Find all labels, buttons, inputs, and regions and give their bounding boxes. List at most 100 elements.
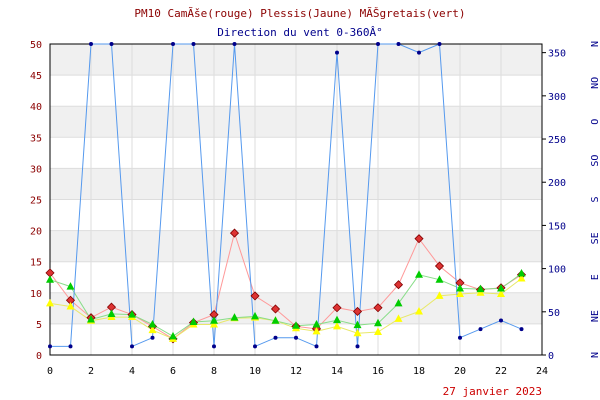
series-3-point bbox=[273, 335, 278, 340]
y-left-tick-label: 5 bbox=[36, 320, 42, 331]
series-2-point bbox=[333, 315, 341, 324]
direction-label: SE bbox=[590, 232, 600, 244]
series-2-point bbox=[251, 311, 259, 320]
series-2-point bbox=[456, 283, 464, 292]
y-right-tick-label: 150 bbox=[548, 221, 566, 232]
series-2-point bbox=[435, 275, 444, 283]
y-left-tick-label: 30 bbox=[30, 164, 42, 175]
direction-label: N bbox=[590, 352, 600, 358]
y-left-tick-label: 20 bbox=[30, 227, 42, 238]
x-tick-label: 20 bbox=[454, 366, 466, 377]
series-2-point bbox=[292, 321, 300, 329]
series-3-point bbox=[109, 42, 114, 46]
series-0-point bbox=[393, 280, 404, 290]
series-3-point bbox=[519, 327, 524, 332]
series-2-point bbox=[87, 315, 95, 323]
series-0-point bbox=[332, 303, 342, 313]
chart-title: PM10 CamÃše(rouge) Plessis(Jaune) MÃŠgre… bbox=[134, 7, 465, 20]
y-left-tick-label: 40 bbox=[30, 102, 42, 113]
series-1-point bbox=[415, 306, 423, 315]
direction-label: E bbox=[590, 274, 600, 280]
series-3-point bbox=[130, 344, 134, 349]
series-0-point bbox=[250, 291, 260, 301]
series-2-point bbox=[66, 282, 75, 290]
y-left-tick-label: 10 bbox=[30, 289, 42, 300]
series-markers bbox=[45, 42, 527, 349]
y-left-tick-label: 0 bbox=[36, 351, 42, 362]
x-tick-label: 2 bbox=[88, 366, 94, 377]
y-right-tick-label: 250 bbox=[548, 135, 566, 146]
series-2-point bbox=[210, 316, 218, 324]
series-1-point bbox=[46, 298, 54, 307]
direction-label: NE bbox=[590, 310, 600, 322]
series-2-point bbox=[353, 320, 362, 329]
direction-label: NO bbox=[590, 77, 600, 89]
chart-subtitle: Direction du vent 0-360Â° bbox=[217, 26, 383, 39]
series-2-point bbox=[497, 283, 505, 292]
series-3-line bbox=[50, 43, 522, 348]
series-2-point bbox=[128, 310, 136, 318]
series-3-point bbox=[253, 344, 257, 349]
series-0-line bbox=[49, 231, 522, 340]
series-3-point bbox=[499, 318, 503, 323]
x-tick-label: 12 bbox=[290, 366, 302, 377]
series-3-point bbox=[437, 42, 442, 46]
x-tick-label: 18 bbox=[413, 366, 425, 377]
series-3-point bbox=[376, 42, 380, 46]
x-tick-label: 16 bbox=[372, 366, 384, 377]
series-2-point bbox=[517, 269, 526, 277]
series-1-point bbox=[497, 289, 505, 298]
y-right-tick-label: 100 bbox=[548, 265, 566, 276]
series-3-point bbox=[355, 344, 360, 349]
series-3-point bbox=[171, 42, 175, 46]
y-left-tick-label: 15 bbox=[30, 258, 42, 269]
series-2-point bbox=[476, 284, 485, 293]
series-3-point bbox=[212, 344, 216, 349]
x-tick-label: 8 bbox=[211, 366, 217, 377]
x-tick-label: 10 bbox=[249, 366, 261, 377]
y-right-tick-label: 200 bbox=[548, 178, 566, 189]
series-2-point bbox=[46, 275, 54, 283]
series-0-point bbox=[373, 303, 383, 313]
series-3-point bbox=[89, 42, 93, 46]
plot-frame bbox=[49, 43, 543, 356]
series-2-point bbox=[230, 313, 239, 321]
y-left-tick-label: 35 bbox=[30, 133, 42, 144]
direction-label: N bbox=[590, 41, 600, 47]
series-2-point bbox=[189, 317, 198, 326]
y-right-tick-label: 0 bbox=[548, 351, 554, 362]
y-left-tick-label: 45 bbox=[30, 71, 42, 82]
series-3-point bbox=[478, 327, 483, 332]
date-label: 27 janvier 2023 bbox=[443, 385, 542, 398]
series-0-point bbox=[352, 306, 363, 317]
series-3-point bbox=[396, 42, 401, 46]
series-3-point bbox=[458, 335, 462, 340]
series-3-point bbox=[68, 344, 73, 349]
series-1-point bbox=[394, 314, 403, 322]
direction-label: S bbox=[590, 196, 600, 202]
x-tick-label: 14 bbox=[331, 366, 343, 377]
y-right-tick-label: 50 bbox=[548, 308, 560, 319]
series-3-point bbox=[191, 42, 196, 46]
y-left-tick-label: 25 bbox=[30, 196, 42, 207]
series-2-point bbox=[169, 331, 177, 340]
x-tick-label: 0 bbox=[47, 366, 53, 377]
series-3-point bbox=[232, 42, 237, 46]
x-tick-label: 22 bbox=[495, 366, 507, 377]
series-1-point bbox=[148, 325, 157, 334]
series-3-point bbox=[417, 50, 421, 55]
direction-label: SO bbox=[590, 155, 600, 167]
series-0-point bbox=[229, 228, 240, 238]
series-1-point bbox=[374, 327, 382, 335]
series-1-point bbox=[353, 328, 362, 337]
series-1-point bbox=[333, 321, 341, 330]
series-3-point bbox=[150, 335, 155, 340]
series-2-point bbox=[271, 316, 280, 324]
series-3-point bbox=[335, 50, 339, 55]
series-1-point bbox=[435, 291, 444, 299]
series-1-point bbox=[456, 289, 464, 298]
series-2-point bbox=[148, 320, 157, 328]
series-2-point bbox=[394, 298, 403, 307]
y-left-tick-label: 50 bbox=[30, 40, 42, 51]
